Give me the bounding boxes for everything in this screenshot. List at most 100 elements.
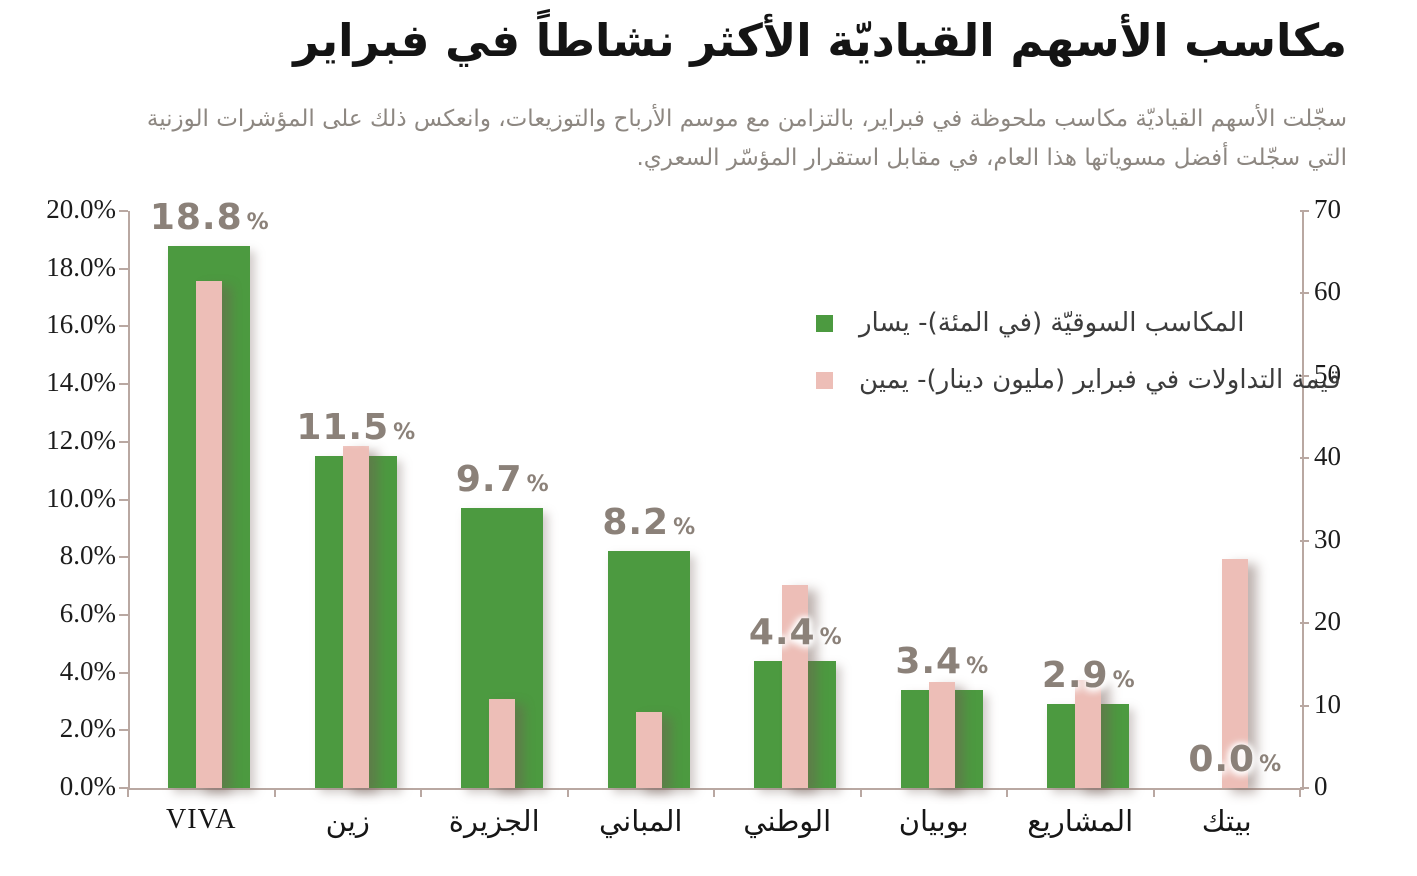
right-axis-tick-label: 30 [1314,523,1341,554]
bar-traded-value-5 [928,681,955,788]
category-label-1: زين [325,804,370,838]
category-label-6: المشاريع [1027,804,1134,838]
plot-area: 18.8% 11.5% 9.7% 8.2% 4.4% 3.4% 2.9% 0.0% [128,199,1304,790]
green-legend-swatch-icon [816,314,833,332]
left-axis-tick [119,440,128,443]
left-axis-tick [119,729,128,732]
value-label-number: 3.4 [895,640,963,682]
value-label-number: 11.5 [296,407,390,449]
right-axis-tick [1300,210,1309,212]
chart-title: مكاسب الأسهم القياديّة الأكثر نشاطاً في … [293,14,1347,67]
x-axis-tick [1299,788,1301,797]
x-axis-tick [1006,788,1008,797]
category-label-3: المباني [599,804,683,838]
chart-subtitle: سجّلت الأسهم القياديّة مكاسب ملحوظة في ف… [147,100,1347,178]
value-label-number: 4.4 [748,612,816,654]
value-label-percent-sign: % [966,653,989,679]
bar-traded-value-7 [1221,558,1248,788]
value-label-percent-sign: % [819,625,842,651]
left-axis-tick [119,383,128,386]
x-axis-tick [859,788,862,797]
legend-item-traded-value: قيمة التداولات في فبراير (مليون دينار)- … [816,363,1341,397]
legend-label-market-gains: المكاسب السوقيّة (في المئة)- يسار [859,308,1245,338]
left-axis-tick [119,325,128,328]
value-label-percent-sign: % [246,209,269,235]
left-axis-tick [119,613,128,616]
right-axis-tick-label: 20 [1314,606,1341,637]
left-axis-tick [119,498,128,501]
value-label-percent-sign: % [673,515,696,541]
bar-traded-value-0 [196,281,223,788]
value-label-number: 18.8 [149,196,243,238]
left-axis-tick [119,210,128,212]
value-label-3: 8.2% [564,505,734,541]
category-label-7: بيتك [1201,804,1252,838]
left-axis-tick-label: 8.0% [59,540,116,571]
value-label-4: 4.4% [710,615,880,651]
right-axis-tick-label: 70 [1314,194,1341,224]
bar-traded-value-6 [1075,680,1102,788]
value-label-percent-sign: % [526,472,549,498]
value-label-0: 18.8% [124,196,294,238]
x-axis-tick [1152,788,1155,797]
x-axis-tick [566,788,569,797]
left-axis-tick-label: 4.0% [59,655,116,686]
x-axis-tick [273,788,276,797]
left-axis-tick-label: 16.0% [46,309,116,340]
left-axis-tick-label: 12.0% [46,424,116,455]
right-axis-tick-label: 40 [1314,441,1341,472]
value-label-number: 8.2 [602,502,670,544]
value-label-percent-sign: % [1112,668,1135,694]
value-label-number: 9.7 [455,459,523,501]
right-axis-tick-label: 60 [1314,276,1341,307]
legend-item-market-gains: المكاسب السوقيّة (في المئة)- يسار [816,306,1341,340]
left-axis-tick-label: 2.0% [59,713,116,744]
left-axis-tick [119,787,128,789]
value-label-percent-sign: % [1259,752,1282,777]
value-label-number: 0.0 [1188,739,1256,780]
right-axis-tick-label: 0 [1314,771,1328,801]
category-label-5: بوبيان [898,804,969,838]
left-axis-tick-label: 20.0% [46,194,116,224]
value-label-percent-sign: % [393,420,416,446]
right-axis-tick [1300,787,1309,789]
category-label-0: VIVA [166,804,237,835]
value-label-6: 2.9% [1003,658,1173,694]
right-axis-tick-label: 10 [1314,688,1341,719]
left-axis-tick [119,556,128,559]
category-label-2: الجزيرة [448,804,540,838]
value-label-1: 11.5% [271,410,441,446]
left-axis-tick-label: 0.0% [59,771,116,801]
left-axis-tick-label: 6.0% [59,597,116,628]
left-axis-tick-label: 18.0% [46,251,116,282]
bar-traded-value-2 [489,698,516,788]
left-axis-tick [119,267,128,270]
category-label-4: الوطني [743,804,832,838]
x-axis-tick [713,788,715,797]
bar-traded-value-4 [782,585,809,788]
value-label-5: 3.4% [857,640,1027,682]
right-axis-tick [1300,457,1309,460]
right-axis-tick [1300,704,1309,707]
right-axis-tick [1300,374,1309,377]
left-axis-tick-label: 14.0% [46,367,116,398]
pink-legend-swatch-icon [816,371,833,389]
value-label-number: 2.9 [1041,655,1109,697]
right-axis-tick-label: 50 [1314,358,1341,389]
left-axis-tick [119,671,128,674]
value-label-2: 9.7% [417,462,587,498]
left-axis-tick-label: 10.0% [46,482,116,513]
right-axis-tick [1300,622,1309,625]
right-axis-tick [1300,292,1309,295]
chart-subtitle-line-2: التي سجّلت أفضل مسوياتها هذا العام، في م… [636,145,1347,171]
value-label-7: 0.0% [1150,742,1320,778]
x-axis-tick [127,788,129,797]
bar-traded-value-3 [635,712,662,788]
x-axis-tick [420,788,422,797]
legend: المكاسب السوقيّة (في المئة)- يسار قيمة ا… [816,306,1341,420]
right-axis-tick [1300,539,1309,542]
legend-label-traded-value: قيمة التداولات في فبراير (مليون دينار)- … [859,365,1341,395]
bar-traded-value-1 [342,445,369,788]
chart-subtitle-line-1: سجّلت الأسهم القياديّة مكاسب ملحوظة في ف… [146,106,1347,132]
